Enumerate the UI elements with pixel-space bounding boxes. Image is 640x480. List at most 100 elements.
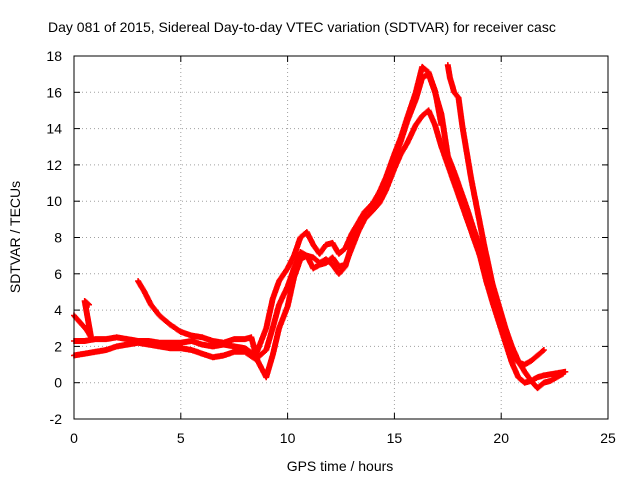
data-point — [115, 345, 118, 348]
data-point — [83, 300, 86, 303]
y-tick-label: 14 — [46, 121, 62, 137]
data-point — [414, 91, 417, 94]
data-point — [211, 339, 214, 342]
y-tick-label: 0 — [54, 375, 62, 391]
data-point — [233, 350, 236, 353]
data-point — [555, 376, 558, 379]
data-point — [331, 241, 334, 244]
data-point — [427, 71, 430, 74]
data-point — [250, 336, 253, 339]
data-point — [149, 303, 152, 306]
data-point — [271, 298, 274, 301]
data-point — [414, 123, 417, 126]
data-point — [190, 349, 193, 352]
data-point — [299, 236, 302, 239]
data-point — [87, 303, 90, 306]
data-point — [158, 345, 161, 348]
data-point — [94, 338, 97, 341]
data-point — [318, 252, 321, 255]
data-point — [243, 347, 246, 350]
data-point — [278, 327, 281, 330]
data-point — [331, 256, 334, 259]
data-point — [305, 254, 308, 257]
data-point — [466, 153, 469, 156]
data-point — [406, 142, 409, 145]
data-layer — [71, 62, 569, 392]
data-point — [440, 145, 443, 148]
data-point — [542, 374, 545, 377]
data-point — [485, 270, 488, 273]
data-point — [406, 116, 409, 119]
data-point — [337, 272, 340, 275]
data-point — [137, 280, 140, 283]
data-point — [94, 350, 97, 353]
data-point — [79, 321, 82, 324]
data-point — [271, 327, 274, 330]
series-trace-c — [135, 63, 445, 381]
data-point — [498, 305, 501, 308]
data-point — [562, 372, 565, 375]
data-point — [542, 349, 545, 352]
data-point — [357, 225, 360, 228]
data-point — [85, 329, 88, 332]
data-point — [293, 254, 296, 257]
data-point — [433, 123, 436, 126]
data-point — [517, 376, 520, 379]
data-point — [536, 354, 539, 357]
data-point — [399, 153, 402, 156]
data-point — [179, 341, 182, 344]
data-point — [318, 261, 321, 264]
data-point — [378, 202, 381, 205]
data-point — [169, 341, 172, 344]
data-point — [305, 231, 308, 234]
data-point — [549, 379, 552, 382]
data-point — [190, 334, 193, 337]
x-axis-label: GPS time / hours — [287, 458, 394, 474]
data-point — [421, 114, 424, 117]
data-point — [158, 341, 161, 344]
y-axis-label: SDTVAR / TECUs — [7, 181, 23, 293]
data-point — [331, 263, 334, 266]
data-point — [427, 109, 430, 112]
data-point — [312, 267, 315, 270]
data-point — [564, 370, 567, 373]
data-point — [483, 243, 486, 246]
data-point — [299, 251, 302, 254]
data-point — [440, 123, 443, 126]
data-point — [126, 343, 129, 346]
data-point — [286, 305, 289, 308]
series-trace-d — [444, 62, 567, 392]
data-point — [271, 354, 274, 357]
data-point — [243, 338, 246, 341]
data-point — [474, 200, 477, 203]
data-point — [487, 263, 490, 266]
chart-title: Day 081 of 2015, Sidereal Day-to-day VTE… — [48, 19, 556, 35]
data-point — [504, 327, 507, 330]
data-point — [293, 276, 296, 279]
data-point — [350, 243, 353, 246]
data-point — [446, 64, 449, 67]
data-point — [201, 336, 204, 339]
y-tick-label: -2 — [50, 411, 63, 427]
data-point — [169, 347, 172, 350]
y-tick-label: 6 — [54, 266, 62, 282]
data-point — [278, 303, 281, 306]
data-point — [105, 338, 108, 341]
data-point — [337, 265, 340, 268]
data-point — [265, 376, 268, 379]
y-tick-label: 10 — [46, 193, 62, 209]
data-point — [459, 189, 462, 192]
data-point — [115, 336, 118, 339]
data-point — [510, 345, 513, 348]
data-point — [299, 258, 302, 261]
y-tick-label: 4 — [54, 302, 62, 318]
data-point — [461, 127, 464, 130]
data-point — [158, 314, 161, 317]
data-point — [470, 178, 473, 181]
data-point — [265, 349, 268, 352]
data-point — [190, 339, 193, 342]
data-point — [143, 290, 146, 293]
data-point — [325, 258, 328, 261]
data-point — [523, 381, 526, 384]
